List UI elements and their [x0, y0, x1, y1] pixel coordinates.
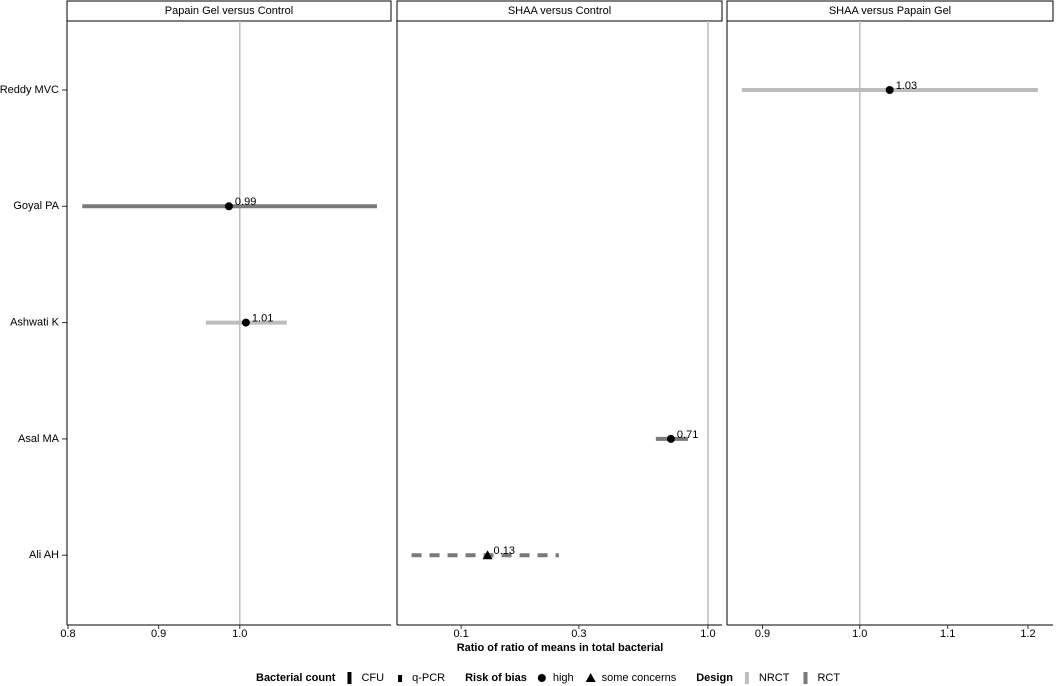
panel-title: SHAA versus Papain Gel	[829, 5, 951, 17]
legend-label: NRCT	[759, 672, 790, 684]
legend-key	[537, 674, 546, 682]
strip	[726, 0, 1054, 22]
legend-key	[803, 672, 808, 684]
y-tick-label: Reddy MVC	[0, 84, 59, 96]
panel-title: SHAA versus Control	[508, 5, 611, 17]
x-tick-label: 1.1	[940, 628, 955, 640]
y-tick-label: Ashwati K	[10, 317, 60, 329]
x-tick-label: 1.2	[1020, 628, 1035, 640]
legend-title: Bacterial count	[256, 672, 336, 684]
x-tick-label: 1.0	[232, 628, 247, 640]
value-label: 0.13	[494, 545, 515, 557]
point	[666, 434, 675, 443]
legend-key	[398, 675, 403, 682]
x-tick-label: 1.0	[852, 628, 867, 640]
legend-title: Risk of bias	[465, 672, 527, 684]
y-tick-label: Ali AH	[29, 549, 59, 561]
point	[482, 550, 493, 560]
x-tick-label: 0.8	[60, 628, 75, 640]
legend-key	[347, 672, 352, 684]
legend-label: CFU	[361, 672, 384, 684]
x-tick-label: 0.9	[755, 628, 770, 640]
strip	[66, 0, 392, 22]
strip	[396, 0, 723, 22]
point	[241, 318, 250, 327]
x-tick-label: 0.3	[571, 628, 586, 640]
value-label: 1.03	[896, 80, 917, 92]
value-label: 1.01	[252, 313, 273, 325]
legend-label: some concerns	[602, 672, 677, 684]
x-axis-title: Ratio of ratio of means in total bacteri…	[457, 642, 664, 654]
panel-title: Papain Gel versus Control	[165, 5, 293, 17]
legend-key	[744, 672, 749, 684]
legend-key	[585, 673, 596, 682]
x-tick-label: 1.0	[700, 628, 715, 640]
legend-label: q-PCR	[412, 672, 445, 684]
y-tick-label: Asal MA	[18, 433, 60, 445]
y-tick-label: Goyal PA	[13, 200, 59, 212]
point	[885, 86, 894, 94]
value-label: 0.99	[235, 196, 256, 208]
value-label: 0.71	[677, 429, 698, 441]
x-tick-label: 0.9	[151, 628, 166, 640]
legend-title: Design	[696, 672, 733, 684]
point	[224, 202, 233, 211]
x-tick-label: 0.1	[453, 628, 468, 640]
legend-label: high	[553, 672, 574, 684]
legend-label: RCT	[817, 672, 840, 684]
